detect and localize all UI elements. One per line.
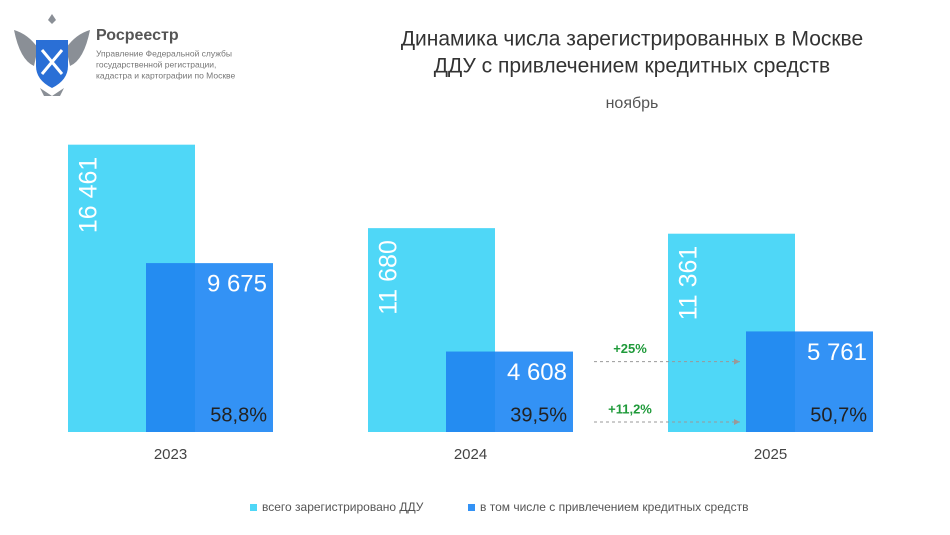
- annotation: +25%: [613, 341, 647, 356]
- value-label: 11 361: [675, 246, 703, 321]
- arrow-head: [734, 358, 740, 365]
- legend-swatch: [250, 504, 257, 511]
- org-line: государственной регистрации,: [96, 59, 216, 69]
- chart-subtitle: ноябрь: [606, 95, 659, 112]
- arrow-head: [734, 419, 740, 425]
- value-label: 9 675: [207, 270, 267, 297]
- share-label: 50,7%: [810, 404, 867, 426]
- legend-label: всего зарегистрировано ДДУ: [262, 500, 424, 514]
- org-line: Управление Федеральной службы: [96, 48, 232, 58]
- value-label: 16 461: [75, 157, 103, 233]
- x-tick-label: 2024: [454, 446, 487, 463]
- bar-overlap: [146, 263, 195, 432]
- share-label: 58,8%: [210, 404, 267, 426]
- org-line: кадастра и картографии по Москве: [96, 70, 235, 80]
- chart-title: ДДУ с привлечением кредитных средств: [434, 55, 830, 78]
- share-label: 39,5%: [510, 404, 567, 426]
- legend-label: в том числе с привлечением кредитных сре…: [480, 500, 748, 514]
- org-name: Росреестр: [96, 27, 179, 44]
- x-tick-label: 2023: [154, 446, 187, 463]
- annotation: +11,2%: [608, 401, 652, 416]
- logo: [14, 14, 90, 96]
- x-tick-label: 2025: [754, 446, 787, 463]
- value-label: 4 608: [507, 359, 567, 386]
- legend-swatch: [468, 504, 475, 511]
- chart-title: Динамика числа зарегистрированных в Моск…: [401, 28, 863, 51]
- bar-overlap: [746, 331, 795, 432]
- value-label: 11 680: [375, 240, 403, 315]
- value-label: 5 761: [807, 339, 867, 366]
- bar-overlap: [446, 351, 495, 432]
